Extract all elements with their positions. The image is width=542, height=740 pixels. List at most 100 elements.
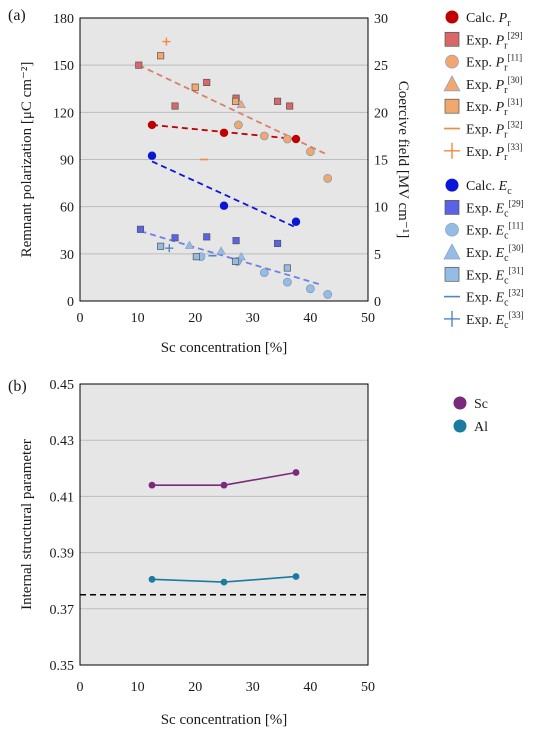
legend-label-ref: [29] (509, 198, 524, 208)
data-point-exp_pr_11 (306, 147, 315, 156)
data-point-calc_pr (147, 120, 157, 130)
legend-label: Exp. Pr[33] (466, 142, 522, 163)
x-tick-label: 0 (77, 680, 84, 695)
legend-label: Exp. Ec[11] (466, 221, 523, 242)
data-point-exp_pr_11 (234, 120, 243, 130)
legend-label-subscript: r (504, 130, 508, 141)
legend-label-subscript: c (504, 320, 509, 331)
legend-panel-b: Sc Al (453, 396, 488, 435)
legend-label-subscript: c (504, 208, 509, 219)
y-tick-label: 0 (67, 295, 74, 310)
legend-label-ref: [33] (507, 142, 522, 152)
data-point-exp_pr_29 (274, 97, 282, 105)
data-point-exp_ec_11 (306, 284, 315, 294)
y-tick-label: 0.45 (50, 378, 75, 393)
legend-label-prefix: Exp. (466, 224, 496, 239)
legend-label-symbol: E (495, 224, 505, 239)
x-tick-label: 50 (361, 311, 375, 326)
y2-tick-label: 25 (374, 59, 388, 74)
y2-tick-label: 0 (374, 295, 381, 310)
legend-label-symbol: E (495, 246, 505, 261)
legend-label: Exp. Ec[31] (466, 265, 524, 286)
legend-marker (444, 98, 460, 114)
legend-label-ref: [32] (509, 288, 524, 298)
data-point-exp_ec_30 (216, 246, 226, 255)
legend-label: Exp. Pr[11] (466, 53, 522, 74)
data-point-exp_pr_31 (157, 52, 165, 60)
legend-label-prefix: Exp. (466, 246, 496, 261)
data-point-exp_ec_29 (232, 237, 240, 245)
x-tick-label: 10 (131, 680, 145, 695)
y-tick-label: 60 (60, 201, 74, 216)
legend-label-symbol: P (495, 123, 505, 138)
data-point-exp_pr_29 (171, 102, 179, 110)
legend-label-sc: Sc (474, 397, 488, 412)
legend-label-ref: [33] (509, 310, 524, 320)
data-point-exp_pr_29 (203, 78, 211, 87)
data-point-exp_ec_31 (283, 264, 291, 272)
data-point-exp_pr_29 (135, 61, 143, 69)
legend-marker (445, 54, 459, 69)
legend-label-subscript: r (507, 18, 511, 29)
legend-label-prefix: Exp. (466, 123, 496, 138)
legend-label-symbol: P (495, 145, 505, 160)
x-tick-label: 10 (131, 311, 145, 326)
legend-label-ref: [11] (507, 53, 522, 63)
legend-label: Exp. Ec[32] (466, 288, 524, 309)
legend-label-prefix: Exp. (466, 33, 496, 48)
legend-label-symbol: E (498, 179, 508, 194)
data-point-al (292, 573, 300, 580)
data-point-exp_ec_11 (283, 277, 292, 287)
panel-label: (b) (8, 378, 27, 395)
data-point-exp_ec_29 (171, 234, 179, 242)
legend-label-symbol: E (495, 291, 505, 306)
legend-label: Exp. Pr[30] (466, 75, 522, 96)
legend-marker-sc (453, 396, 467, 410)
data-point-exp_ec_11 (323, 290, 333, 299)
legend-label: Exp. Ec[29] (466, 198, 524, 219)
legend-marker (443, 243, 461, 260)
legend-label-prefix: Exp. (466, 145, 496, 160)
data-point-exp_pr_11 (323, 174, 333, 183)
legend-marker (444, 142, 460, 159)
x-tick-label: 30 (246, 680, 260, 695)
data-point-exp_ec_11 (259, 268, 269, 278)
y2-tick-label: 20 (374, 106, 388, 121)
data-point-calc_ec (291, 217, 301, 226)
data-point-exp_pr_30 (236, 99, 246, 109)
legend-label-al: Al (474, 420, 488, 435)
plot-frame (79, 383, 369, 666)
legend-label-ref: [30] (507, 75, 522, 85)
legend-label: Calc. Pr (466, 11, 511, 29)
chart-panel-b: 0.35 0.37 0.39 0.41 0.43 0.45 0 10 20 30 40 50 (b) Sc… (8, 378, 375, 728)
data-point-sc (220, 481, 228, 489)
x-axis-label: Sc concentration [%] (161, 712, 288, 728)
y2-axis-label: Coercive field [MV cm⁻¹] (395, 81, 411, 239)
legend-label-symbol: E (495, 201, 505, 216)
y-tick-label: 90 (60, 154, 74, 169)
y-tick-label: 0.43 (50, 434, 75, 449)
legend-label-symbol: P (495, 100, 505, 115)
x-tick-label: 30 (246, 311, 260, 326)
data-point-exp_ec_31 (192, 253, 200, 261)
y-tick-label: 0.35 (50, 659, 75, 674)
x-tick-label: 40 (303, 311, 317, 326)
data-point-exp_pr_11 (283, 134, 292, 144)
data-point-exp_ec_29 (136, 225, 145, 233)
data-point-sc (292, 469, 300, 476)
x-tick-label: 20 (188, 311, 202, 326)
data-point-exp_pr_31 (191, 83, 199, 91)
y-tick-label: 120 (53, 106, 74, 121)
legend-marker (445, 178, 459, 192)
data-point-exp_pr_29 (286, 102, 294, 110)
y2-tick-label: 15 (374, 154, 388, 169)
legend-label-subscript: r (504, 63, 508, 74)
legend-label-ref: [31] (507, 97, 522, 107)
data-point-exp_pr_33 (162, 37, 171, 46)
y-tick-label: 30 (60, 248, 74, 263)
plot-area (80, 384, 368, 665)
y-tick-label: 180 (53, 12, 74, 27)
legend-label-subscript: r (504, 85, 508, 96)
legend-label: Exp. Pr[31] (466, 97, 522, 118)
